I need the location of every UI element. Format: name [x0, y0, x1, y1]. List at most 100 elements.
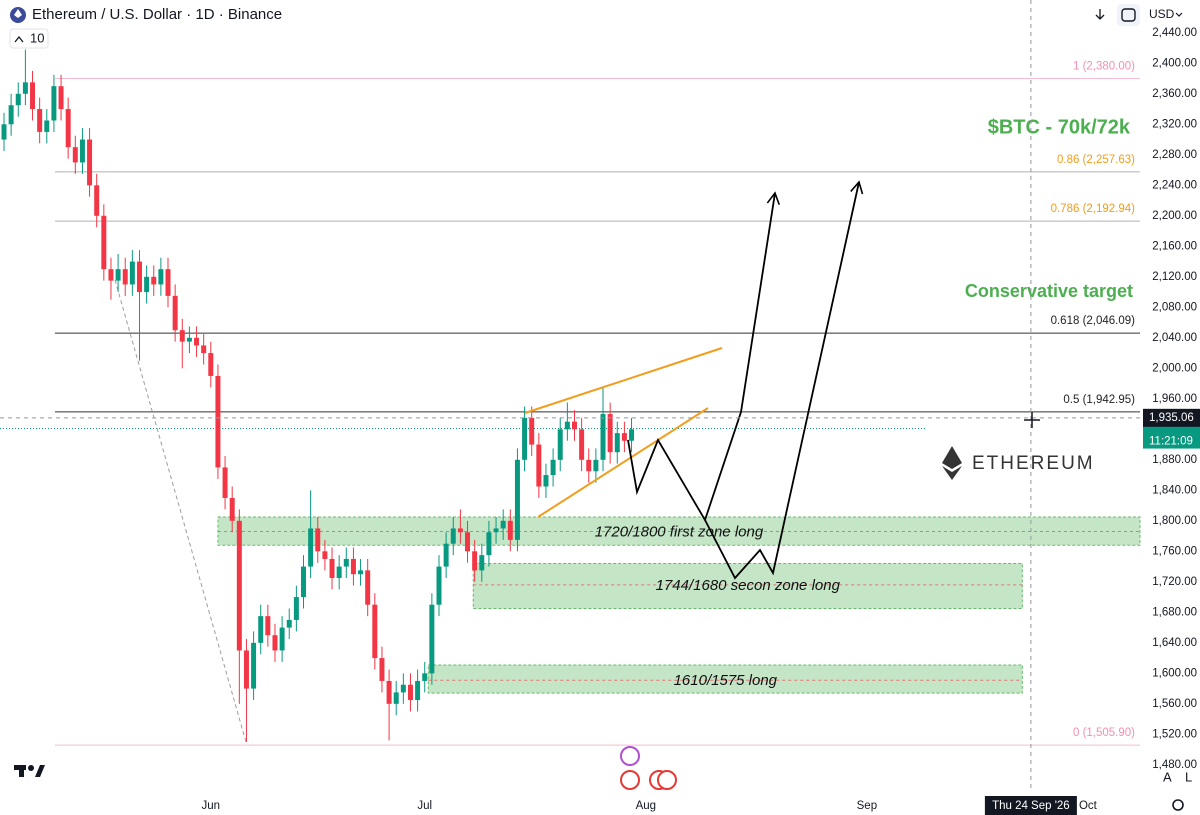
- candle-body: [258, 616, 264, 643]
- candle-body: [393, 692, 399, 704]
- candle-body: [436, 566, 442, 605]
- candle-body: [151, 276, 157, 285]
- candle-body: [129, 261, 135, 285]
- indicator-box[interactable]: [9, 28, 49, 49]
- candle-body: [179, 330, 185, 342]
- y-tick-label: 1,880.00: [1152, 454, 1197, 466]
- wedge-upper: [524, 347, 723, 414]
- crosshair-price: 1,935.06: [1149, 412, 1194, 424]
- y-tick-label: 2,240.00: [1152, 179, 1197, 191]
- candle-body: [165, 269, 171, 296]
- candle-body: [372, 604, 378, 659]
- x-tick-label: Jul: [417, 800, 432, 812]
- y-tick-label: 1,560.00: [1152, 698, 1197, 710]
- candle-body: [58, 86, 64, 110]
- zone-label: 1744/1680 secon zone long: [656, 577, 841, 594]
- zone: [472, 563, 1023, 610]
- fib-label: 0.618 (2,046.09): [1051, 315, 1136, 327]
- candle-body: [136, 261, 142, 293]
- candle-body: [65, 109, 71, 148]
- candle-body: [386, 680, 392, 704]
- event-icon[interactable]: [620, 746, 640, 766]
- tv-logo: [14, 765, 45, 777]
- event-icon[interactable]: [620, 770, 640, 790]
- candle-body: [365, 570, 371, 605]
- fib-levels: 1 (2,380.00) 0.86 (2,257.63) 0.786 (2,192.…: [0, 61, 1140, 746]
- candle-body: [1, 124, 7, 140]
- overlays: 1720/1800 first zone long 1744/1680 secon…: [0, 0, 1140, 790]
- candle-body: [350, 558, 356, 575]
- candle-body: [251, 642, 257, 689]
- candle-body: [30, 82, 36, 110]
- candle-body: [236, 520, 242, 651]
- currency[interactable]: USD: [1149, 7, 1175, 21]
- y-tick-label: 2,120.00: [1152, 271, 1197, 283]
- candle-body: [144, 276, 150, 293]
- fib-label: 0 (1,505.90): [1073, 727, 1135, 739]
- candle-body: [272, 635, 278, 651]
- candle-body: [44, 120, 50, 132]
- y-tick-label: 1,480.00: [1152, 759, 1197, 771]
- candle-body: [415, 680, 421, 701]
- candle-body: [158, 269, 164, 285]
- candle-body: [586, 459, 592, 472]
- candle-body: [621, 433, 627, 441]
- candle-body: [186, 337, 192, 342]
- projection-arrow: [627, 191, 780, 523]
- x-tick-label: Aug: [636, 800, 656, 812]
- candle-body: [465, 532, 471, 552]
- candle-body: [529, 417, 535, 445]
- candle-body: [208, 353, 214, 376]
- fib-label: 0.5 (1,942.95): [1063, 394, 1135, 406]
- x-tick-label: Jun: [202, 800, 221, 812]
- settings-button[interactable]: [1172, 799, 1184, 811]
- y-tick-label: 1,680.00: [1152, 606, 1197, 618]
- candle-body: [101, 215, 107, 270]
- events: [620, 746, 677, 790]
- auto-scale-button[interactable]: A: [1163, 769, 1172, 784]
- candle-body: [108, 269, 114, 281]
- log-scale-button[interactable]: L: [1185, 769, 1192, 784]
- candle-body: [293, 597, 299, 620]
- candle-body: [87, 139, 93, 186]
- candle-body: [201, 345, 207, 354]
- y-tick-label: 1,640.00: [1152, 637, 1197, 649]
- candle-body: [8, 105, 14, 125]
- candle-body: [493, 528, 499, 533]
- zone-label: 1610/1575 long: [674, 672, 778, 689]
- y-tick-label: 1,760.00: [1152, 545, 1197, 557]
- screenshot-button[interactable]: [1117, 4, 1140, 26]
- annotation: $BTC - 70k/72k: [988, 116, 1131, 138]
- y-tick-label: 1,800.00: [1152, 515, 1197, 527]
- candle-body: [286, 619, 292, 628]
- candle-body: [514, 459, 520, 540]
- candle-body: [486, 532, 492, 556]
- candle-body: [407, 684, 413, 701]
- candle-body: [472, 551, 478, 571]
- download-button[interactable]: [1095, 9, 1105, 20]
- candle-body: [607, 414, 613, 453]
- y-tick-label: 2,200.00: [1152, 210, 1197, 222]
- candle-body: [72, 147, 78, 163]
- candle-body: [322, 551, 328, 559]
- last-price-tag: [1143, 422, 1200, 449]
- candle-body: [522, 417, 528, 460]
- candle-body: [571, 421, 577, 430]
- toolbar: USD: [1095, 4, 1183, 26]
- candle-body: [336, 566, 342, 579]
- candle-body: [479, 555, 485, 571]
- event-icon[interactable]: [657, 770, 677, 790]
- crosshair-date: Thu 24 Sep '26: [992, 800, 1070, 812]
- y-tick-label: 2,320.00: [1152, 118, 1197, 130]
- y-tick-label: 2,280.00: [1152, 149, 1197, 161]
- candle-body: [308, 528, 314, 567]
- y-tick-label: 2,080.00: [1152, 301, 1197, 313]
- candle-body: [507, 520, 513, 540]
- candle-body: [115, 269, 121, 281]
- y-tick-label: 2,400.00: [1152, 57, 1197, 69]
- fib-label: 0.86 (2,257.63): [1057, 154, 1135, 166]
- candle-body: [215, 375, 221, 468]
- candle-body: [265, 616, 271, 636]
- y-tick-label: 1,840.00: [1152, 484, 1197, 496]
